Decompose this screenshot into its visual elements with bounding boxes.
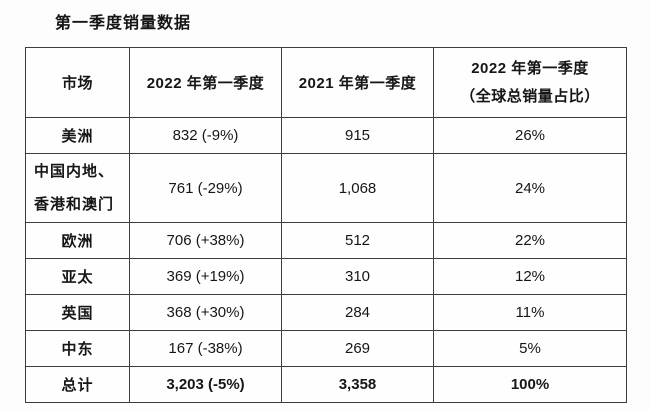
column-header-market: 市场: [25, 47, 130, 118]
q1-2022-cell: 368 (+30%): [129, 294, 282, 331]
column-header-share-line2: （全球总销量占比）: [460, 87, 600, 105]
q1-2022-cell: 167 (-38%): [129, 330, 282, 367]
market-cell: 美洲: [25, 117, 130, 154]
header-row: 市场 2022 年第一季度 2021 年第一季度 2022 年第一季度 （全球总…: [25, 47, 627, 118]
column-header-share: 2022 年第一季度 （全球总销量占比）: [433, 47, 627, 118]
table-row-china-hk-macau: 中国内地、香港和澳门 761 (-29%) 1,068 24%: [25, 153, 627, 223]
market-cell: 中国内地、香港和澳门: [25, 153, 130, 223]
total-q1-2021-cell: 3,358: [281, 366, 434, 403]
q1-2021-cell: 284: [281, 294, 434, 331]
table-body: 美洲 832 (-9%) 915 26% 中国内地、香港和澳门 761 (-29…: [25, 117, 627, 403]
table-row-europe: 欧洲 706 (+38%) 512 22%: [25, 222, 627, 259]
q1-2022-cell: 832 (-9%): [129, 117, 282, 154]
q1-2022-cell: 706 (+38%): [129, 222, 282, 259]
share-cell: 12%: [433, 258, 627, 295]
table-header: 市场 2022 年第一季度 2021 年第一季度 2022 年第一季度 （全球总…: [25, 47, 627, 118]
q1-2022-cell: 761 (-29%): [129, 153, 282, 223]
page-title: 第一季度销量数据: [55, 15, 192, 32]
market-cell: 欧洲: [25, 222, 130, 259]
q1-2021-cell: 512: [281, 222, 434, 259]
share-cell: 24%: [433, 153, 627, 223]
q1-2022-cell: 369 (+19%): [129, 258, 282, 295]
share-cell: 5%: [433, 330, 627, 367]
sales-table: 市场 2022 年第一季度 2021 年第一季度 2022 年第一季度 （全球总…: [25, 47, 627, 403]
table-row-middle-east: 中东 167 (-38%) 269 5%: [25, 330, 627, 367]
q1-2021-cell: 310: [281, 258, 434, 295]
table-row-americas: 美洲 832 (-9%) 915 26%: [25, 117, 627, 154]
market-cell: 亚太: [25, 258, 130, 295]
table-row-total: 总计 3,203 (-5%) 3,358 100%: [25, 366, 627, 403]
column-header-q1-2021: 2021 年第一季度: [281, 47, 434, 118]
share-cell: 11%: [433, 294, 627, 331]
total-market-cell: 总计: [25, 366, 130, 403]
total-q1-2022-cell: 3,203 (-5%): [129, 366, 282, 403]
table-row-apac: 亚太 369 (+19%) 310 12%: [25, 258, 627, 295]
total-share-cell: 100%: [433, 366, 627, 403]
q1-2021-cell: 915: [281, 117, 434, 154]
share-cell: 22%: [433, 222, 627, 259]
q1-2021-cell: 1,068: [281, 153, 434, 223]
market-cell: 中东: [25, 330, 130, 367]
share-cell: 26%: [433, 117, 627, 154]
q1-2021-cell: 269: [281, 330, 434, 367]
column-header-share-line1: 2022 年第一季度: [471, 59, 589, 77]
column-header-q1-2022: 2022 年第一季度: [129, 47, 282, 118]
table-row-uk: 英国 368 (+30%) 284 11%: [25, 294, 627, 331]
market-cell: 英国: [25, 294, 130, 331]
